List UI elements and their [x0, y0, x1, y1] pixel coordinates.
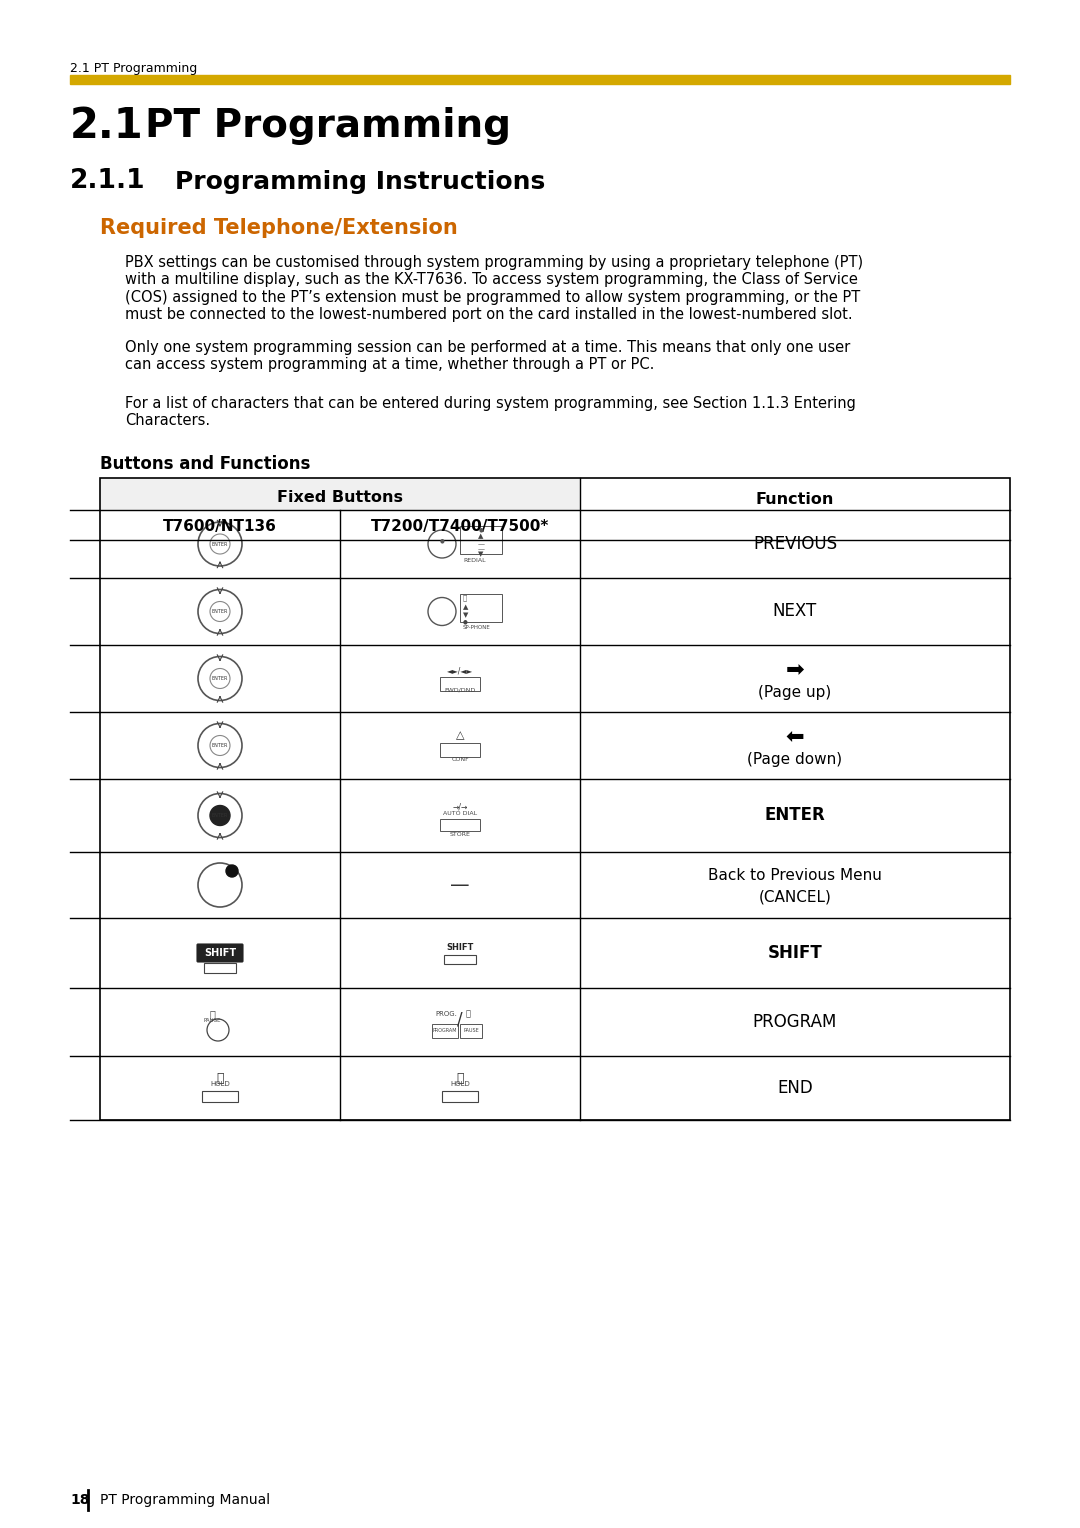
Text: PBX settings can be customised through system programming by using a proprietary: PBX settings can be customised through s…: [125, 255, 863, 322]
Text: ⤒: ⤒: [216, 1071, 224, 1085]
Text: CONF: CONF: [451, 756, 469, 762]
Text: REDIAL: REDIAL: [463, 558, 486, 562]
Text: 2.1 PT Programming: 2.1 PT Programming: [70, 63, 198, 75]
Text: PROGRAM: PROGRAM: [433, 1028, 457, 1033]
Text: SHIFT: SHIFT: [446, 943, 474, 952]
Text: AUTO DIAL: AUTO DIAL: [443, 811, 477, 816]
Text: Only one system programming session can be performed at a time. This means that : Only one system programming session can …: [125, 341, 850, 373]
Text: HOLD: HOLD: [211, 1080, 230, 1086]
Text: —: —: [450, 876, 470, 894]
Text: —: —: [477, 541, 485, 547]
Text: Buttons and Functions: Buttons and Functions: [100, 455, 310, 474]
Text: SHIFT: SHIFT: [768, 944, 822, 963]
Text: —: —: [477, 545, 485, 552]
Text: ▼: ▼: [478, 552, 484, 558]
Text: ENTER: ENTER: [212, 541, 228, 547]
Text: T7200/T7400/T7500*: T7200/T7400/T7500*: [370, 520, 550, 533]
Text: (CANCEL): (CANCEL): [758, 889, 832, 905]
FancyBboxPatch shape: [197, 944, 243, 963]
Text: ⏸: ⏸: [210, 1008, 215, 1019]
Text: Back to Previous Menu: Back to Previous Menu: [708, 868, 882, 883]
Text: ●: ●: [463, 619, 468, 623]
Text: △: △: [456, 730, 464, 741]
Text: FWD/DND: FWD/DND: [444, 688, 475, 694]
Text: 2.1: 2.1: [70, 105, 144, 147]
Text: SP-PHONE: SP-PHONE: [463, 625, 490, 630]
Text: ◄►/◄►: ◄►/◄►: [447, 666, 473, 675]
Text: ⤒: ⤒: [456, 1071, 463, 1085]
Text: (Page down): (Page down): [747, 752, 842, 767]
Text: Programming Instructions: Programming Instructions: [175, 170, 545, 194]
Text: SHIFT: SHIFT: [204, 947, 237, 958]
Bar: [70, 75, 1010, 84]
Text: /: /: [457, 1012, 463, 1028]
Text: PREVIOUS: PREVIOUS: [753, 535, 837, 553]
Text: 🔈: 🔈: [463, 594, 468, 601]
Text: ⬅: ⬅: [785, 727, 805, 747]
Text: ➡: ➡: [785, 660, 805, 680]
Text: STORE: STORE: [449, 833, 471, 837]
Text: ▲: ▲: [478, 533, 484, 539]
Text: PAUSE: PAUSE: [463, 1028, 478, 1033]
Text: 18: 18: [70, 1493, 90, 1507]
Text: ●: ●: [478, 527, 484, 532]
Text: Fixed Buttons: Fixed Buttons: [276, 490, 403, 504]
Text: T7600/NT136: T7600/NT136: [163, 520, 276, 533]
Bar: [100, 478, 1010, 1120]
Text: NEXT: NEXT: [773, 602, 818, 620]
Text: Function: Function: [756, 492, 834, 507]
Text: PAUSE: PAUSE: [203, 1019, 220, 1024]
Circle shape: [210, 805, 230, 825]
Text: ENTER: ENTER: [765, 807, 825, 825]
Text: ENTER: ENTER: [212, 610, 228, 614]
Circle shape: [226, 865, 238, 877]
Text: ENTER: ENTER: [212, 675, 228, 681]
Text: ▼: ▼: [463, 613, 469, 619]
Text: PROGRAM: PROGRAM: [753, 1013, 837, 1031]
Text: →/→: →/→: [453, 804, 468, 811]
Text: PT Programming: PT Programming: [145, 107, 511, 145]
Text: ▲: ▲: [463, 605, 469, 611]
Text: PROG.: PROG.: [435, 1012, 457, 1018]
Text: ●: ●: [440, 538, 444, 544]
Text: 2.1.1: 2.1.1: [70, 168, 146, 194]
Text: ENTER: ENTER: [212, 743, 228, 749]
Text: PT Programming Manual: PT Programming Manual: [100, 1493, 270, 1507]
Text: (Page up): (Page up): [758, 685, 832, 700]
Bar: [100, 478, 580, 510]
Text: ⏸: ⏸: [465, 1010, 471, 1019]
Text: For a list of characters that can be entered during system programming, see Sect: For a list of characters that can be ent…: [125, 396, 855, 428]
Text: ENTER: ENTER: [212, 813, 228, 817]
Text: HOLD: HOLD: [450, 1080, 470, 1086]
Text: Required Telephone/Extension: Required Telephone/Extension: [100, 219, 458, 238]
Text: END: END: [778, 1079, 813, 1097]
